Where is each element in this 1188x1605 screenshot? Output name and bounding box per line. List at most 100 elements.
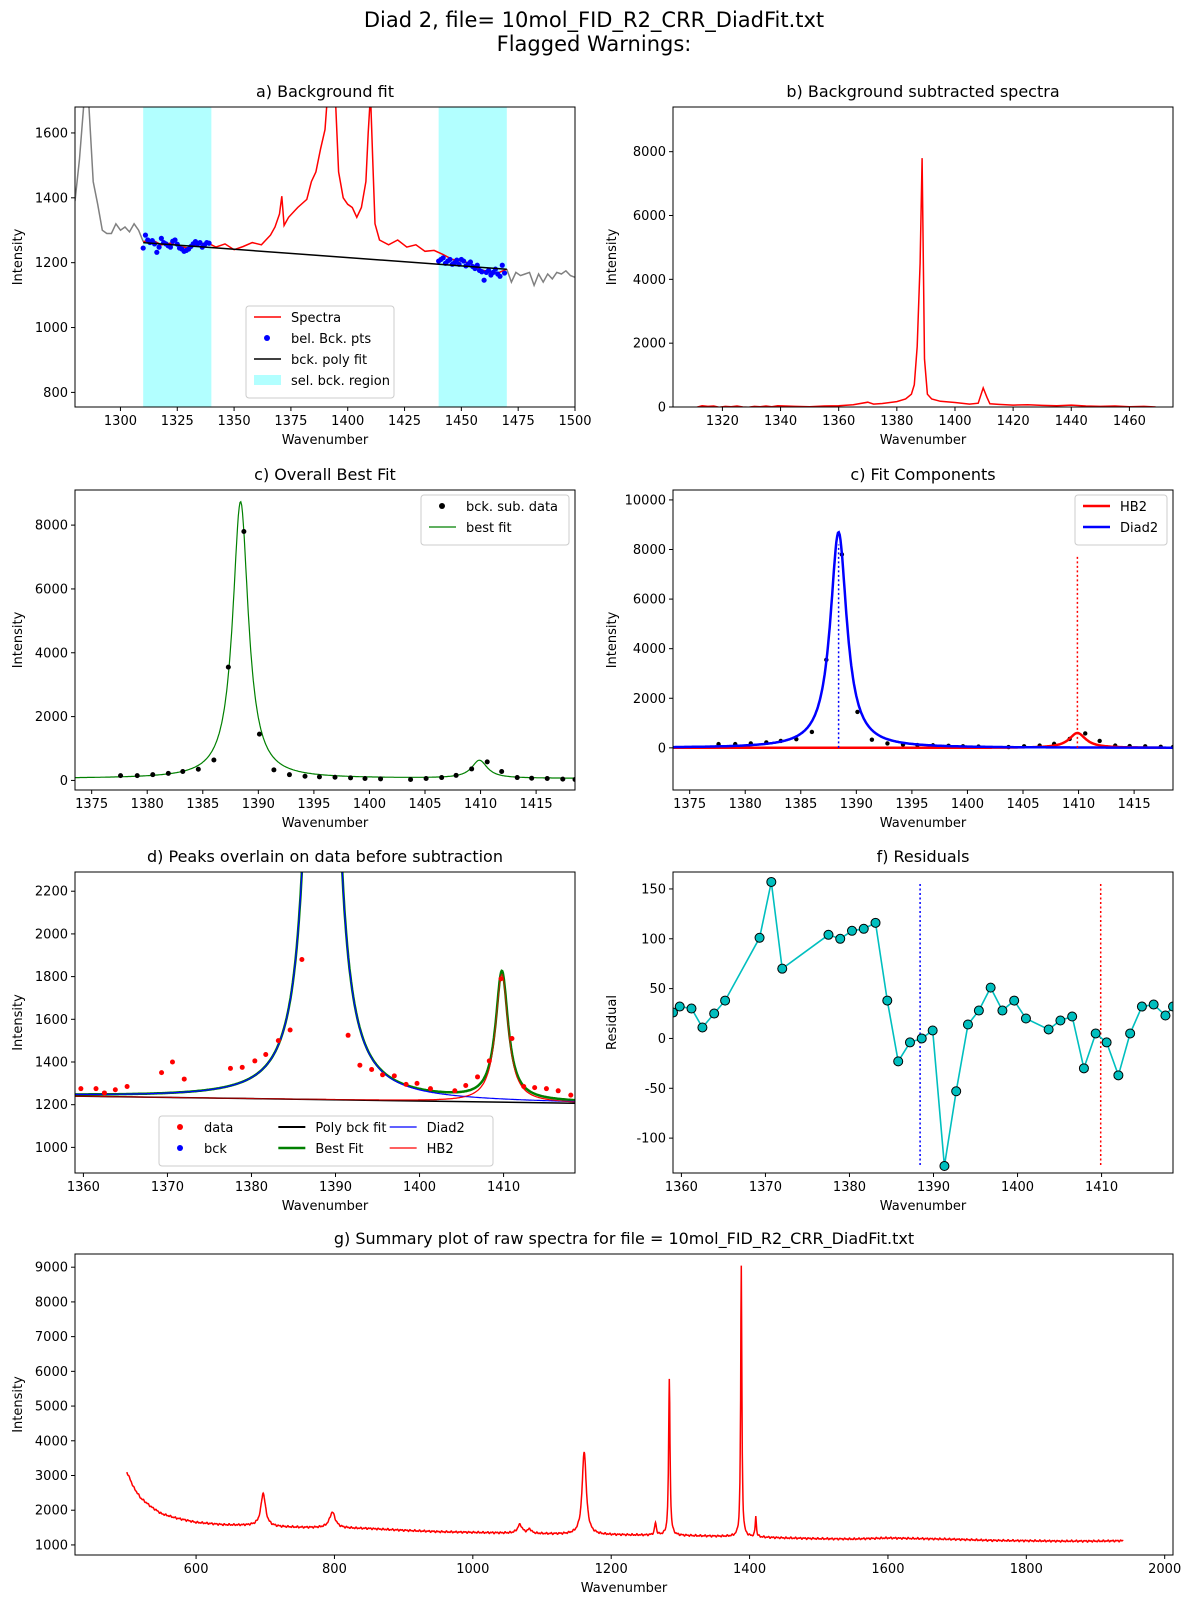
plot-area-c2: [673, 530, 1173, 750]
y-tick-label: 1400: [35, 191, 68, 206]
legend-label: HB2: [1120, 500, 1147, 515]
residual-point: [777, 963, 788, 974]
raw-data-point: [299, 957, 305, 963]
x-tick-label: 1360: [67, 1180, 100, 1195]
component-data-point: [885, 741, 890, 746]
axes-frame: [74, 489, 576, 791]
axes-b: 1320 1340 1360 1380 1400 1420 1440 1460 0 2000 400…: [605, 82, 1174, 448]
plot-area-c1: [75, 500, 575, 782]
x-tick-label: 1320: [706, 414, 739, 429]
y-tick-label: 6000: [35, 1365, 68, 1380]
x-tick-label: 1300: [104, 414, 137, 429]
bck-sub-point: [211, 757, 217, 763]
y-axis-label: Intensity: [11, 1376, 26, 1433]
x-tick-label: 1360: [822, 414, 855, 429]
hb2-overlay-top: [75, 973, 575, 1103]
bck-point: [142, 232, 149, 238]
x-axis-label: Wavenumber: [282, 433, 369, 448]
x-tick-label: 1390: [840, 797, 873, 812]
x-tick-label: 1395: [895, 797, 928, 812]
x-tick-label: 1500: [558, 414, 591, 429]
component-data-point: [869, 737, 875, 742]
y-tick-label: 1000: [35, 1141, 68, 1156]
legend-item: Poly bck fit: [278, 1121, 386, 1136]
legend-label: Diad2: [1120, 521, 1158, 536]
component-data-point: [809, 729, 815, 735]
bck-sub-point: [453, 772, 459, 778]
bck-sub-point: [484, 759, 490, 765]
residual-point: [1168, 1001, 1173, 1012]
bck-sub-spectrum: [696, 158, 1156, 407]
legend-frame: [245, 305, 395, 399]
axes-g: 600 800 1000 1200 1400 1600 1800 2000 1000 2000 30…: [11, 1229, 1181, 1596]
residual-point: [985, 982, 996, 993]
y-tick-label: 8000: [35, 519, 68, 534]
x-tick-label: 1600: [871, 1562, 904, 1577]
y-tick-label: 1200: [35, 1098, 68, 1113]
legend: Spectra bel. Bck. pts bck. poly fit sel. bc…: [245, 305, 395, 399]
raw-data-point: [380, 1072, 386, 1078]
raw-data-point: [181, 1076, 187, 1082]
legend-label: bck: [204, 1142, 227, 1157]
x-tick-label: 1405: [1006, 797, 1039, 812]
legend-item: bck: [177, 1142, 227, 1157]
x-tick-label: 1340: [764, 414, 797, 429]
plot-area-f: [673, 876, 1173, 1172]
y-tick-label: 6000: [633, 209, 666, 224]
bck-sub-point: [572, 776, 575, 782]
raw-data-point: [252, 1058, 258, 1064]
component-data-point: [855, 709, 860, 715]
x-tick-label: 1380: [235, 1180, 268, 1195]
background-region: [143, 107, 212, 407]
y-tick-label: -50: [645, 1082, 666, 1097]
y-tick-label: 100: [641, 932, 666, 947]
legend-label: bck. sub. data: [466, 500, 558, 515]
bck-point: [172, 237, 178, 243]
bck-sub-point: [225, 664, 231, 670]
x-tick-label: 1460: [1113, 414, 1146, 429]
y-tick-label: -100: [636, 1132, 666, 1147]
x-tick-label: 1410: [1085, 1180, 1118, 1195]
raw-spectrum-line: [126, 1265, 1124, 1544]
x-tick-label: 1375: [75, 797, 108, 812]
plot-area-b: [696, 158, 1156, 407]
component-data-point: [1097, 738, 1102, 744]
x-tick-label: 1380: [131, 797, 164, 812]
y-tick-label: 6000: [35, 582, 68, 597]
bck-sub-point: [134, 773, 140, 779]
legend-frame: [1074, 494, 1168, 546]
bck-sub-point: [150, 772, 156, 778]
y-tick-label: 2000: [35, 1504, 68, 1519]
legend-swatch: [177, 1124, 183, 1130]
raw-data-point: [357, 1062, 363, 1068]
residual-point: [720, 995, 731, 1006]
bck-sub-point: [271, 767, 277, 773]
legend-item: HB2: [389, 1142, 454, 1157]
bck-sub-point: [256, 731, 262, 737]
bck-point: [440, 255, 446, 261]
raw-data-point: [287, 1027, 293, 1033]
x-tick-label: 600: [184, 1562, 209, 1577]
bck-point: [481, 277, 487, 283]
raw-data-point: [532, 1085, 538, 1091]
legend-item: data: [177, 1121, 233, 1136]
x-tick-label: 1375: [673, 797, 706, 812]
bck-sub-point: [469, 766, 475, 772]
poly-fit-line: [143, 241, 507, 270]
bck-sub-point: [195, 766, 201, 772]
y-axis-label: Intensity: [605, 611, 620, 668]
x-tick-label: 1375: [274, 414, 307, 429]
residual-point: [1136, 1001, 1147, 1012]
legend-item: best fit: [429, 521, 512, 536]
bck-sub-point: [423, 776, 429, 782]
residual-point: [973, 1005, 984, 1016]
x-tick-label: 1370: [749, 1180, 782, 1195]
raw-data-point: [93, 1086, 99, 1092]
y-tick-label: 4000: [633, 642, 666, 657]
x-tick-label: 1420: [997, 414, 1030, 429]
x-tick-label: 1410: [487, 1180, 520, 1195]
legend-frame: [158, 1115, 494, 1167]
residual-point: [1067, 1011, 1078, 1022]
y-tick-label: 7000: [35, 1330, 68, 1345]
legend: HB2 Diad2: [1074, 494, 1168, 546]
